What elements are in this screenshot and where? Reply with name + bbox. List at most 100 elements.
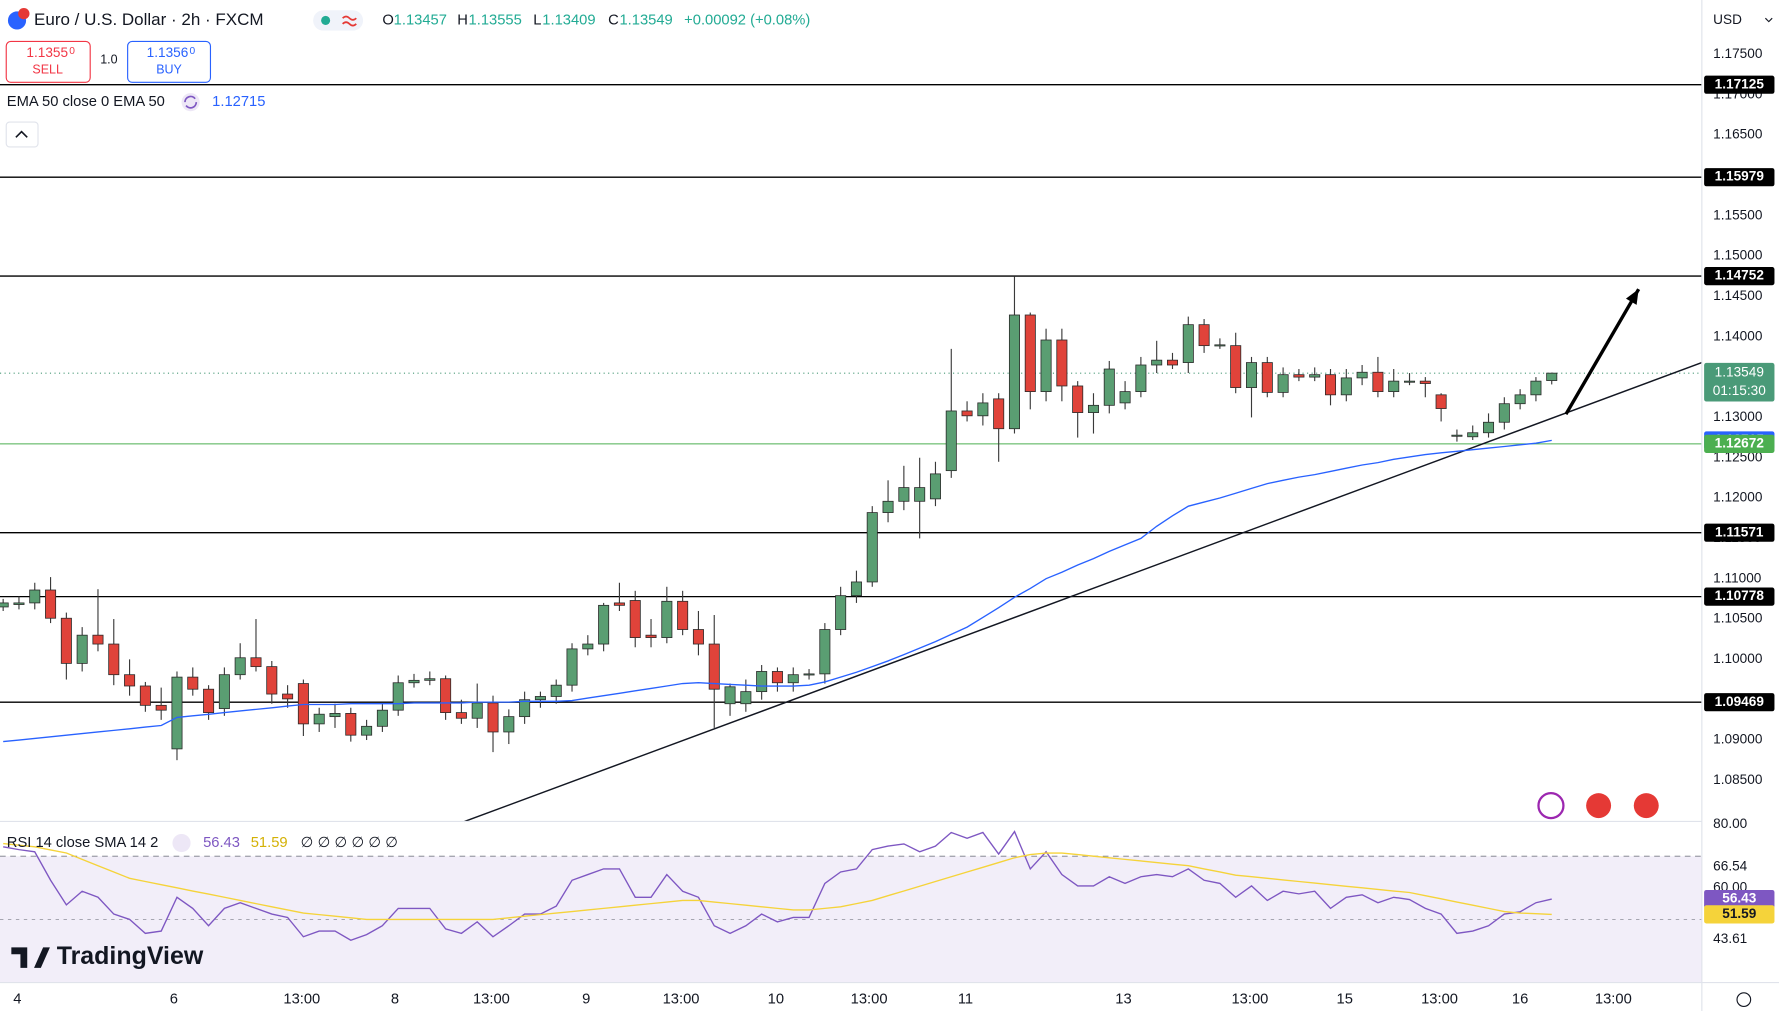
candle-body bbox=[424, 678, 436, 681]
candle-body bbox=[850, 581, 862, 597]
candle-body bbox=[282, 693, 294, 700]
candle-body bbox=[218, 674, 230, 709]
x-tick-label: 16 bbox=[1512, 991, 1528, 1007]
candle-body bbox=[1087, 404, 1099, 413]
series-line bbox=[3, 830, 1552, 942]
buy-pip: 0 bbox=[189, 46, 195, 57]
candle-body bbox=[977, 402, 989, 417]
arrow-shaft bbox=[1564, 288, 1641, 416]
y-tick-label: 1.10500 bbox=[1713, 611, 1763, 626]
status-pill[interactable] bbox=[313, 10, 364, 31]
candle-body bbox=[1182, 324, 1194, 363]
candle-body bbox=[882, 500, 894, 513]
level-badge: 1.10778 bbox=[1715, 588, 1765, 603]
candle-body bbox=[534, 696, 546, 701]
x-tick-label: 13:00 bbox=[283, 991, 320, 1007]
candle-body bbox=[692, 629, 704, 645]
ohlc-change: +0.00092 (+0.08%) bbox=[684, 12, 810, 28]
x-tick-label: 13:00 bbox=[1421, 991, 1458, 1007]
legend-icon[interactable] bbox=[172, 833, 191, 853]
sell-button[interactable] bbox=[5, 40, 91, 83]
candle-body bbox=[1483, 421, 1495, 434]
collapse-button[interactable] bbox=[5, 121, 39, 148]
candle-body bbox=[629, 600, 641, 638]
settings-icon[interactable] bbox=[1736, 992, 1752, 1007]
candle-body bbox=[835, 595, 847, 630]
event-icon[interactable] bbox=[1586, 793, 1612, 819]
ema-legend: EMA 50 close 0 EMA 50 bbox=[7, 94, 165, 110]
candle-body bbox=[1040, 339, 1052, 393]
ema-legend-value: 1.12715 bbox=[212, 94, 265, 110]
y-tick-label: 1.11000 bbox=[1713, 570, 1762, 585]
buy-label: BUY bbox=[156, 63, 182, 77]
candle-body bbox=[392, 682, 404, 711]
candle-body bbox=[1356, 371, 1368, 379]
candle-body bbox=[361, 725, 373, 736]
y-tick-label: 1.08500 bbox=[1713, 772, 1763, 787]
x-tick-label: 10 bbox=[768, 991, 784, 1007]
currency-selector[interactable]: USD bbox=[1713, 12, 1742, 27]
buy-button[interactable] bbox=[127, 40, 212, 83]
candle-body bbox=[503, 716, 515, 733]
rsi-tick-label: 66.54 bbox=[1713, 859, 1747, 874]
x-tick-label: 4 bbox=[13, 991, 21, 1007]
candle-body bbox=[155, 704, 167, 711]
candle-body bbox=[1388, 380, 1400, 393]
candle-body bbox=[266, 666, 278, 695]
candle-body bbox=[961, 410, 973, 417]
x-tick-label: 13:00 bbox=[473, 991, 510, 1007]
dropdown-glyph bbox=[1764, 17, 1773, 23]
candle-body bbox=[1056, 339, 1068, 387]
event-icon[interactable] bbox=[1633, 793, 1659, 819]
candle-body bbox=[677, 600, 689, 630]
y-tick-label: 1.14500 bbox=[1713, 288, 1763, 303]
market-open-dot bbox=[321, 15, 331, 26]
x-tick-label: 13:00 bbox=[1231, 991, 1268, 1007]
candle-body bbox=[866, 512, 878, 583]
candle-body bbox=[1103, 368, 1115, 406]
candle-body bbox=[929, 473, 941, 500]
y-tick-label: 1.16500 bbox=[1713, 127, 1763, 142]
rsi-sma-legend-value: 51.59 bbox=[251, 835, 288, 851]
candle-body bbox=[1198, 324, 1210, 347]
alert-icon[interactable] bbox=[1537, 791, 1565, 820]
candle-body bbox=[1119, 391, 1131, 404]
candle-body bbox=[60, 617, 72, 664]
y-tick-label: 1.17500 bbox=[1713, 46, 1763, 61]
delay-icon bbox=[342, 15, 357, 27]
candle-body bbox=[1166, 359, 1178, 366]
level-badge-bg bbox=[1704, 523, 1775, 542]
arrow-head bbox=[1625, 289, 1639, 305]
level-badge: 1.14752 bbox=[1715, 268, 1765, 283]
candle-body bbox=[1309, 374, 1321, 378]
level-badge: 1.15979 bbox=[1715, 169, 1765, 184]
candle-body bbox=[76, 634, 88, 664]
candle-body bbox=[708, 643, 720, 690]
candle-body bbox=[756, 671, 768, 693]
candle-body bbox=[914, 487, 926, 502]
level-badge-bg bbox=[1704, 168, 1775, 187]
rsi-tick-label: 80.00 bbox=[1713, 816, 1747, 831]
sell-pip: 0 bbox=[69, 46, 75, 57]
candle-body bbox=[171, 676, 183, 750]
candle-body bbox=[1546, 372, 1558, 381]
y-tick-label: 1.12000 bbox=[1713, 490, 1763, 505]
candle-body bbox=[124, 674, 136, 687]
candle-body bbox=[787, 674, 799, 684]
candle-body bbox=[1277, 374, 1289, 393]
candle-body bbox=[1372, 371, 1384, 393]
plot-layer: 1.175001.170001.165001.160001.155001.150… bbox=[0, 46, 1763, 1007]
y-tick-label: 1.14000 bbox=[1713, 328, 1763, 343]
candle-body bbox=[1135, 364, 1147, 393]
candle-body bbox=[582, 643, 594, 650]
candle-body bbox=[440, 678, 452, 713]
level-badge: 1.11571 bbox=[1715, 524, 1764, 539]
candle-body bbox=[771, 671, 783, 684]
countdown-badge: 01:15:30 bbox=[1713, 383, 1766, 398]
candle-body bbox=[29, 589, 41, 604]
candle-body bbox=[45, 589, 57, 619]
collapse-glyph bbox=[15, 130, 28, 138]
candle-body bbox=[661, 600, 673, 638]
